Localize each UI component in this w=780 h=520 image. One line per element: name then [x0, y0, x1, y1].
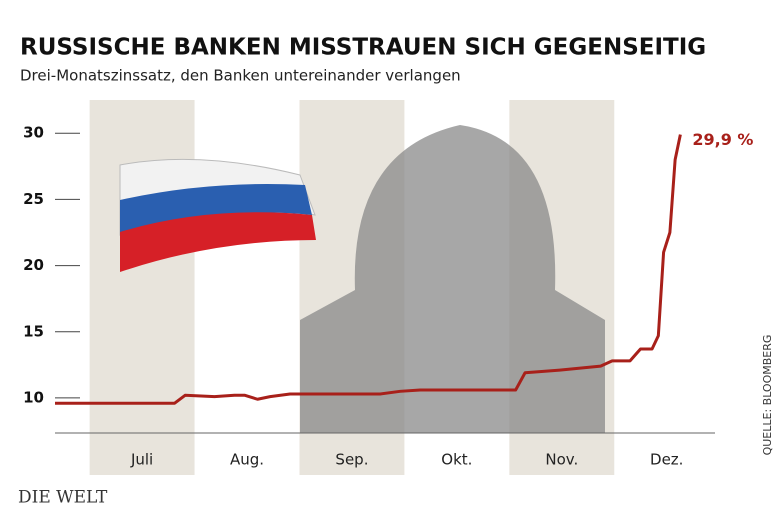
source: QUELLE: BLOOMBERG — [761, 335, 774, 456]
x-tick-label: Dez. — [650, 451, 683, 469]
chart-subtitle: Drei-Monatszinssatz, den Banken unterein… — [20, 67, 461, 85]
x-tick-label: Okt. — [441, 451, 472, 469]
decoration — [119, 125, 605, 433]
y-tick-label: 10 — [23, 388, 44, 406]
chart-title: RUSSISCHE BANKEN MISSTRAUEN SICH GEGENSE… — [20, 35, 706, 61]
x-tick-label: Nov. — [545, 451, 578, 469]
annotation: 29,9 % — [692, 130, 753, 149]
x-tick-label: Aug. — [230, 451, 264, 469]
axes: Juli Aug. Sep. Okt. Nov. Dez. 10 15 20 25 30 29,9 % — [23, 124, 753, 469]
y-tick-label: 30 — [23, 124, 44, 142]
line — [55, 134, 682, 405]
y-tick-label: 15 — [23, 322, 44, 340]
x-tick-label: Sep. — [335, 451, 368, 469]
y-tick-label: 25 — [23, 190, 44, 208]
logo: DIE WELT — [18, 488, 108, 508]
month-band — [89, 100, 195, 475]
y-tick-label: 20 — [23, 256, 44, 274]
x-tick-label: Juli — [130, 451, 153, 469]
